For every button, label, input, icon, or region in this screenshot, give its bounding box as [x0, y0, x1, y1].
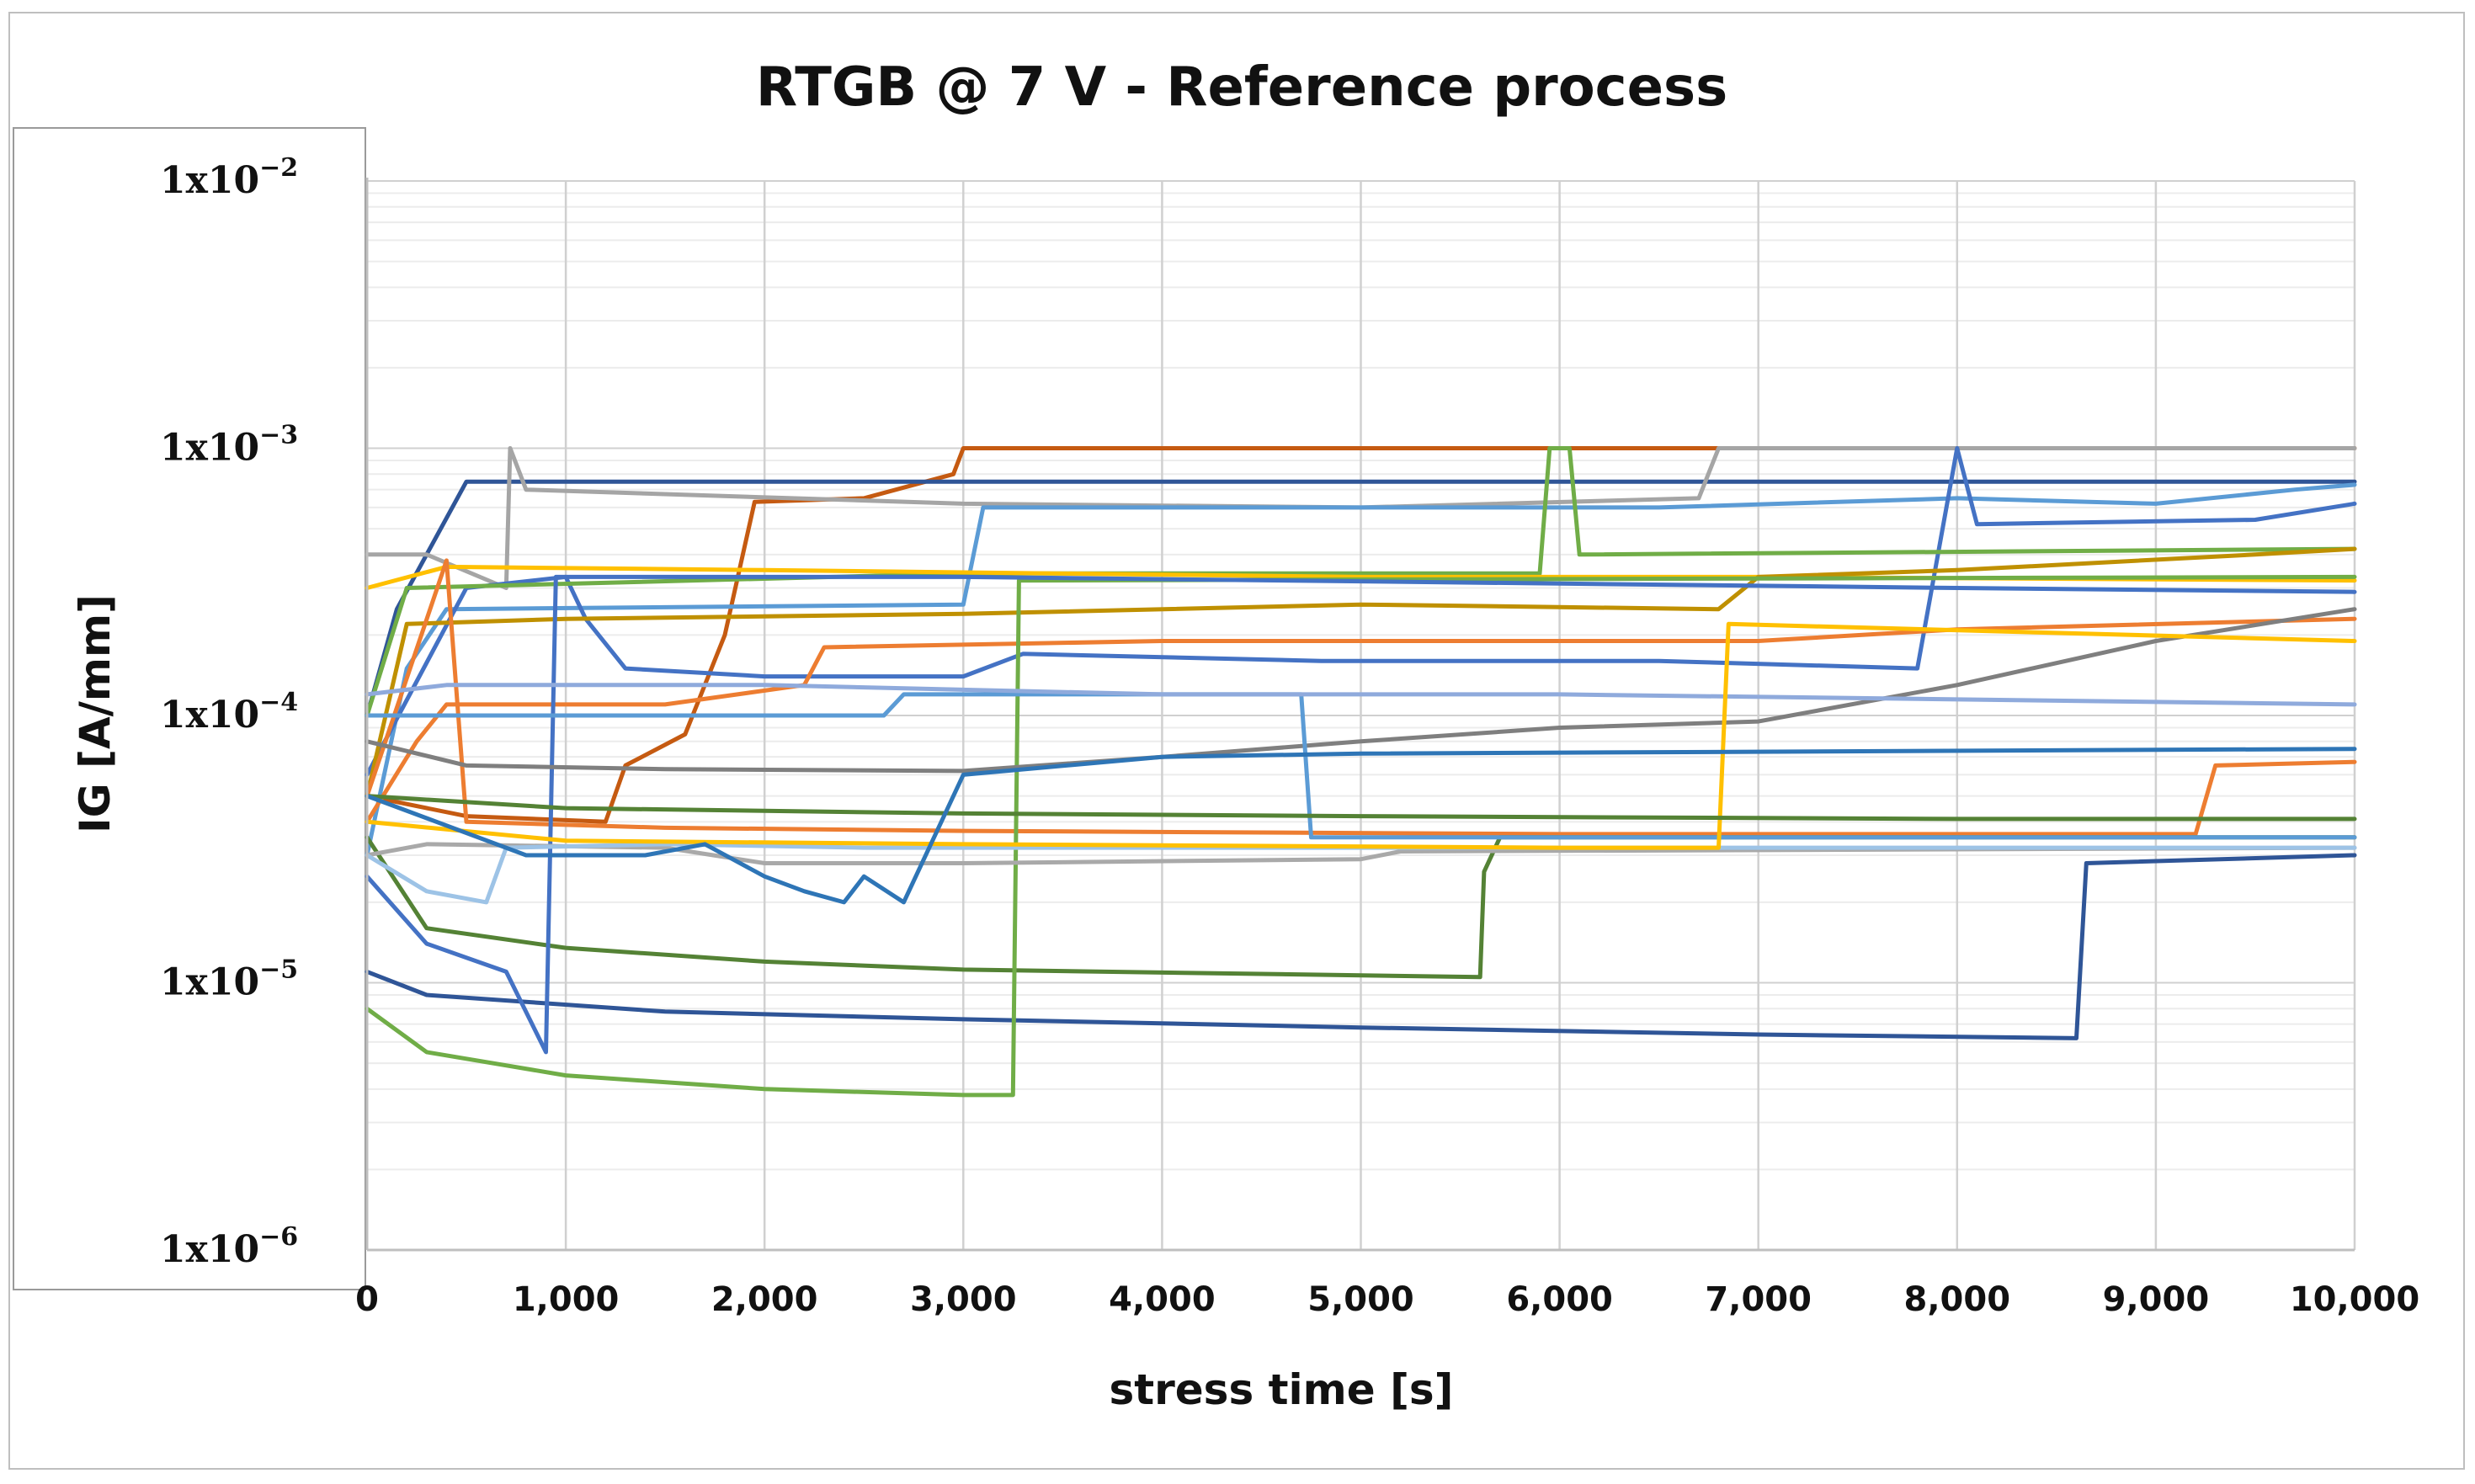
x-tick-label: 7,000 [1705, 1280, 1812, 1319]
y-tick-exponent: −2 [259, 153, 298, 183]
series-line-s16 [365, 842, 2357, 865]
series-line-s13 [365, 574, 2357, 1098]
series-line-s01 [365, 446, 2357, 824]
series-line-s17 [365, 842, 2357, 905]
y-tick-label: 1x10−3 [160, 421, 298, 470]
y-tick-exponent: −3 [259, 421, 298, 450]
y-tick-base: 1x10 [160, 694, 259, 737]
series-line-s06 [365, 446, 2357, 718]
series-line-s03 [365, 446, 2357, 590]
y-tick-label: 1x10−4 [160, 688, 298, 737]
y-tick-label: 1x10−6 [160, 1222, 298, 1271]
series-line-s20 [365, 621, 2357, 850]
x-tick-label: 6,000 [1506, 1280, 1613, 1319]
series-line-s05 [365, 446, 2357, 777]
x-axis-title: stress time [s] [1109, 1365, 1453, 1414]
y-tick-label: 1x10−2 [160, 153, 298, 202]
series-line-s10 [365, 616, 2357, 824]
x-tick-label: 4,000 [1109, 1280, 1216, 1319]
y-tick-exponent: −6 [259, 1222, 298, 1252]
x-tick-label: 10,000 [2290, 1280, 2419, 1319]
series-line-s02 [365, 479, 2357, 718]
y-tick-exponent: −5 [259, 955, 298, 985]
y-tick-exponent: −4 [259, 688, 298, 717]
x-tick-label: 5,000 [1307, 1280, 1414, 1319]
x-tick-labels: 0 1,000 2,000 3,000 4,000 5,000 6,000 7,000 8,00… [355, 1280, 2419, 1319]
series-line-s04 [365, 482, 2357, 858]
series-line-s11 [365, 853, 2357, 1040]
y-axis-label-panel [13, 127, 366, 1290]
chart-title: RTGB @ 7 V - Reference process [756, 56, 1727, 119]
series-line-s21 [365, 794, 2357, 822]
series-line-s08 [365, 546, 2357, 799]
x-tick-label: 9,000 [2103, 1280, 2210, 1319]
x-tick-label: 2,000 [711, 1280, 818, 1319]
y-tick-base: 1x10 [160, 961, 259, 1004]
x-tick-label: 3,000 [910, 1280, 1017, 1319]
y-tick-base: 1x10 [160, 159, 259, 202]
y-tick-label: 1x10−5 [160, 955, 298, 1004]
series-line-s09 [365, 558, 2357, 837]
x-tick-label: 1,000 [513, 1280, 620, 1319]
axes [365, 178, 2355, 1252]
series-lines [365, 446, 2357, 1098]
series-line-s22 [365, 747, 2357, 905]
series-line-s19 [365, 683, 2357, 707]
y-tick-base: 1x10 [160, 427, 259, 470]
y-axis-title: IG [A/mm] [71, 594, 120, 833]
y-tick-base: 1x10 [160, 1228, 259, 1271]
x-tick-label: 0 [355, 1280, 379, 1319]
x-tick-label: 8,000 [1904, 1280, 2011, 1319]
series-line-s15 [365, 607, 2357, 774]
series-line-s14 [365, 574, 2357, 1055]
